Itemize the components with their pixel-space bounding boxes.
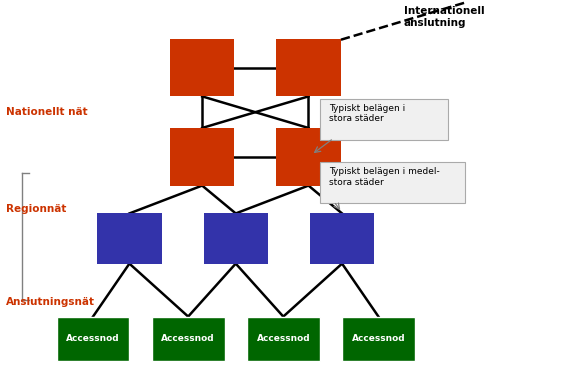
FancyBboxPatch shape [247, 317, 320, 361]
Text: Typiskt belägen i
stora städer: Typiskt belägen i stora städer [329, 104, 406, 123]
Text: Regionnät: Regionnät [6, 204, 67, 214]
Text: Typiskt belägen i medel-
stora städer: Typiskt belägen i medel- stora städer [329, 167, 440, 186]
FancyBboxPatch shape [152, 317, 224, 361]
FancyBboxPatch shape [277, 39, 341, 96]
FancyBboxPatch shape [277, 128, 341, 186]
FancyBboxPatch shape [57, 317, 130, 361]
FancyBboxPatch shape [342, 317, 415, 361]
Text: Nationellt nät: Nationellt nät [6, 107, 88, 117]
Text: Accessnod: Accessnod [256, 334, 310, 344]
FancyBboxPatch shape [170, 39, 234, 96]
FancyBboxPatch shape [170, 128, 234, 186]
Text: Accessnod: Accessnod [66, 334, 120, 344]
FancyBboxPatch shape [320, 99, 448, 140]
Text: Internationell
anslutning: Internationell anslutning [403, 6, 484, 28]
Text: Accessnod: Accessnod [162, 334, 215, 344]
FancyBboxPatch shape [97, 213, 162, 264]
FancyBboxPatch shape [310, 213, 374, 264]
FancyBboxPatch shape [320, 162, 465, 203]
Text: Anslutningsnät: Anslutningsnät [6, 297, 95, 307]
FancyBboxPatch shape [204, 213, 268, 264]
Text: Accessnod: Accessnod [352, 334, 405, 344]
